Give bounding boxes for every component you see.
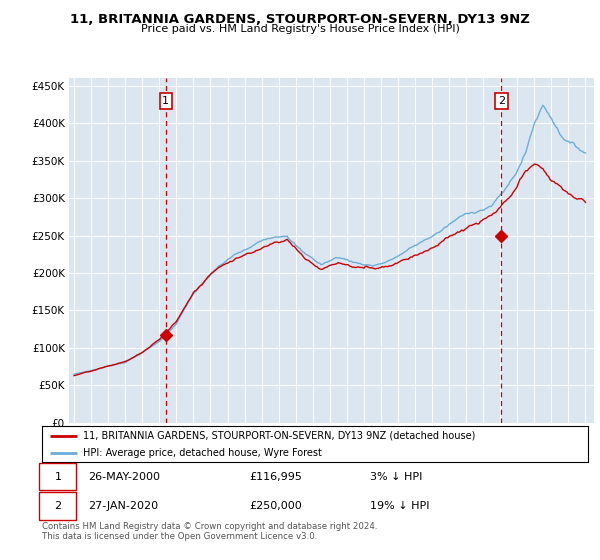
Text: £116,995: £116,995 (250, 472, 302, 482)
Text: Contains HM Land Registry data © Crown copyright and database right 2024.
This d: Contains HM Land Registry data © Crown c… (42, 522, 377, 542)
Text: Price paid vs. HM Land Registry's House Price Index (HPI): Price paid vs. HM Land Registry's House … (140, 24, 460, 34)
Text: 26-MAY-2000: 26-MAY-2000 (88, 472, 160, 482)
FancyBboxPatch shape (39, 492, 76, 520)
FancyBboxPatch shape (39, 463, 76, 491)
Text: 3% ↓ HPI: 3% ↓ HPI (370, 472, 422, 482)
Text: 11, BRITANNIA GARDENS, STOURPORT-ON-SEVERN, DY13 9NZ (detached house): 11, BRITANNIA GARDENS, STOURPORT-ON-SEVE… (83, 431, 475, 441)
Text: 2: 2 (498, 96, 505, 106)
Text: 2: 2 (54, 501, 61, 511)
Text: HPI: Average price, detached house, Wyre Forest: HPI: Average price, detached house, Wyre… (83, 448, 322, 458)
Text: 1: 1 (55, 472, 61, 482)
Text: 19% ↓ HPI: 19% ↓ HPI (370, 501, 429, 511)
Text: 27-JAN-2020: 27-JAN-2020 (88, 501, 158, 511)
Text: £250,000: £250,000 (250, 501, 302, 511)
Text: 1: 1 (163, 96, 169, 106)
Text: 11, BRITANNIA GARDENS, STOURPORT-ON-SEVERN, DY13 9NZ: 11, BRITANNIA GARDENS, STOURPORT-ON-SEVE… (70, 13, 530, 26)
